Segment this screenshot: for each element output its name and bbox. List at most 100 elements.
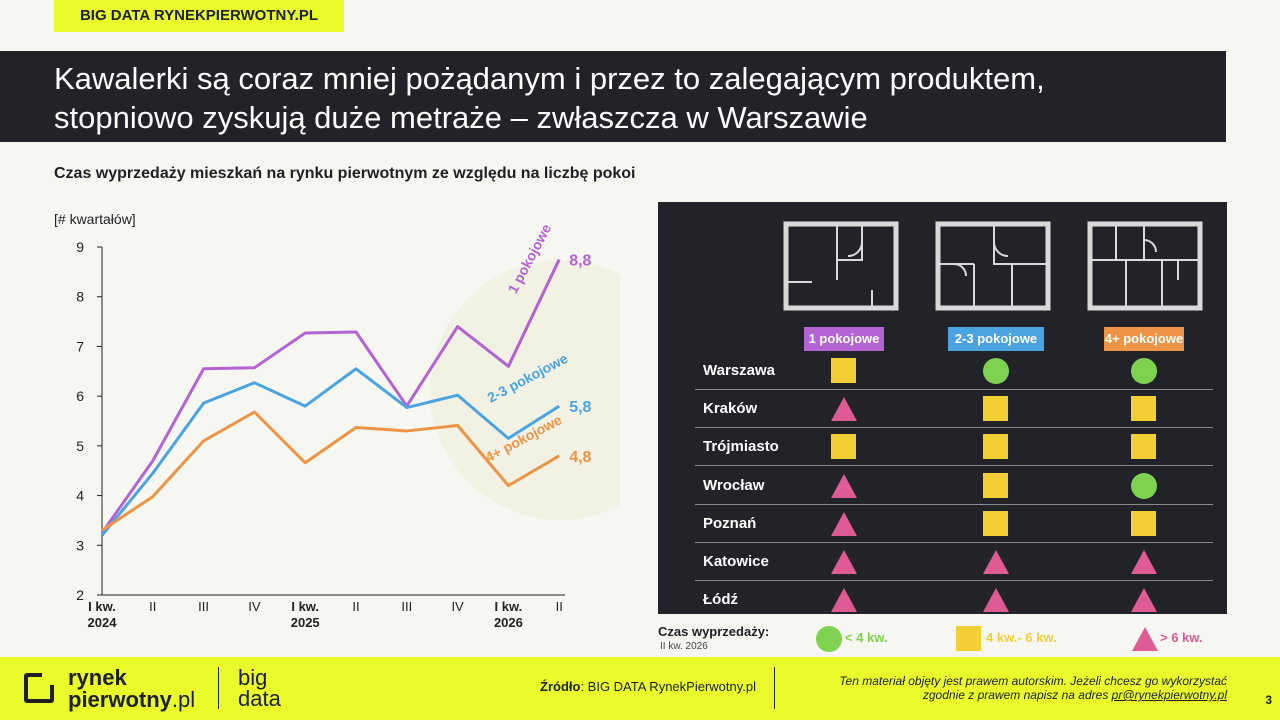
x-tick-label: II — [352, 599, 359, 614]
city-name: Warszawa — [703, 362, 775, 379]
footer: rynek pierwotny.pl big data Źródło: BIG … — [0, 657, 1280, 720]
legend-label: 4 kw.- 6 kw. — [986, 630, 1057, 645]
copyright-line-1: Ten materiał objęty jest prawem autorski… — [839, 674, 1227, 688]
chart-subtitle: Czas wyprzedaży mieszkań na rynku pierwo… — [54, 165, 636, 182]
floorplan-4-room-icon — [1087, 221, 1203, 311]
x-year-label: 2025 — [291, 615, 320, 630]
table-row: Trójmiasto — [695, 428, 1213, 467]
series-line-2 — [100, 367, 561, 537]
city-name: Poznań — [703, 514, 757, 532]
circle-icon — [1131, 358, 1157, 384]
background-decoration — [430, 260, 620, 520]
y-tick-label: 3 — [76, 537, 84, 553]
x-tick-label: II — [556, 599, 563, 614]
chart-series — [100, 258, 561, 537]
x-tick-label: III — [401, 599, 412, 614]
title-line-2: stopniowo zyskują duże metraże – zwłaszc… — [54, 100, 868, 135]
triangle-icon — [983, 588, 1009, 613]
city-name: Kraków — [703, 400, 758, 418]
y-tick-label: 2 — [76, 587, 84, 603]
y-tick-label: 5 — [76, 438, 84, 454]
series-end-value-1: 8,8 — [569, 252, 591, 269]
city-table-panel: 1 pokojowe 2-3 pokojowe 4+ pokojowe Warsza… — [658, 202, 1227, 614]
square-icon — [1131, 434, 1156, 460]
footer-divider-2 — [774, 667, 775, 709]
triangle-icon — [1131, 550, 1157, 574]
square-icon — [831, 434, 856, 460]
bigdata-word-2: data — [238, 686, 281, 711]
square-icon — [983, 472, 1008, 498]
floorplan-2-3-room-icon — [935, 221, 1051, 311]
square-icon — [983, 434, 1008, 460]
x-year-label: 2024 — [88, 615, 118, 630]
source-note: Źródło: BIG DATA RynekPierwotny.pl — [540, 679, 756, 694]
legend-period: II kw. 2026 — [660, 641, 708, 652]
logo-word-2: pierwotny.pl — [68, 689, 195, 711]
table-row: Wrocław — [695, 467, 1213, 505]
square-icon — [983, 510, 1008, 536]
slide-title: Kawalerki są coraz mniej pożądanym i prz… — [54, 59, 1045, 137]
city-name: Wrocław — [703, 476, 765, 494]
y-tick-label: 8 — [76, 289, 84, 305]
column-header-2: 2-3 pokojowe — [948, 327, 1044, 351]
logo-word-1: rynek — [68, 665, 127, 690]
square-icon — [983, 396, 1008, 422]
email-link[interactable]: pr@rynekpierwotny.pl — [1111, 688, 1227, 702]
y-axis-label: [# kwartałów] — [54, 211, 136, 227]
floorplan-1-room-icon — [783, 221, 899, 311]
legend-title: Czas wyprzedaży: — [658, 624, 770, 639]
x-tick-label: II — [149, 599, 156, 614]
legend-circle-icon — [816, 626, 842, 652]
triangle-icon — [831, 473, 857, 498]
logo-word-2a: pierwotny — [68, 687, 172, 712]
square-icon — [1131, 510, 1156, 536]
table-row: Łódź — [695, 581, 1213, 619]
table-row: Poznań — [695, 505, 1213, 543]
column-header-1: 1 pokojowe — [804, 327, 884, 351]
copyright-line-2-text: zgodnie z prawem napisz na adres — [922, 688, 1112, 702]
circle-icon — [1131, 472, 1157, 499]
triangle-icon — [983, 550, 1009, 574]
page-number: 3 — [1265, 693, 1272, 707]
logo-word-2b: .pl — [171, 687, 196, 712]
bigdata-word-1: big — [238, 665, 268, 690]
series-end-value-3: 4,8 — [569, 449, 591, 466]
triangle-icon — [831, 588, 857, 613]
y-tick-label: 7 — [76, 338, 84, 354]
city-name: Katowice — [703, 553, 769, 570]
brand-tag: BIG DATA RYNEKPIERWOTNY.PL — [54, 0, 344, 32]
y-tick-label: 9 — [76, 239, 84, 255]
table-row: Katowice — [695, 543, 1213, 581]
legend-triangle-icon — [1132, 627, 1158, 651]
table-row: Warszawa — [695, 352, 1213, 390]
city-name: Trójmiasto — [703, 438, 779, 456]
x-year-label: 2026 — [494, 615, 523, 630]
legend-label: < 4 kw. — [845, 630, 888, 645]
column-header-3: 4+ pokojowe — [1104, 327, 1184, 351]
y-tick-label: 6 — [76, 388, 84, 404]
title-line-1: Kawalerki są coraz mniej pożądanym i prz… — [54, 61, 1045, 96]
x-tick-label: IV — [451, 599, 464, 614]
square-icon — [831, 358, 856, 383]
source-label: Źródło — [540, 679, 581, 694]
x-tick-label: I kw. — [291, 599, 319, 614]
circle-icon — [983, 358, 1009, 384]
legend-label: > 6 kw. — [1160, 630, 1203, 645]
x-tick-label: I kw. — [88, 599, 116, 614]
rynekpierwotny-logo-icon — [24, 673, 54, 703]
square-icon — [1131, 396, 1156, 422]
series-end-value-2: 5,8 — [569, 399, 591, 416]
city-name: Łódź — [703, 591, 738, 609]
triangle-icon — [831, 397, 857, 422]
triangle-icon — [831, 511, 857, 536]
source-text: : BIG DATA RynekPierwotny.pl — [580, 679, 756, 694]
legend-square-icon — [956, 626, 981, 651]
table-row: Kraków — [695, 390, 1213, 429]
copyright-note: Ten materiał objęty jest prawem autorski… — [839, 674, 1227, 702]
x-tick-label: III — [198, 599, 209, 614]
x-tick-label: IV — [248, 599, 261, 614]
series-line-3 — [101, 410, 560, 532]
